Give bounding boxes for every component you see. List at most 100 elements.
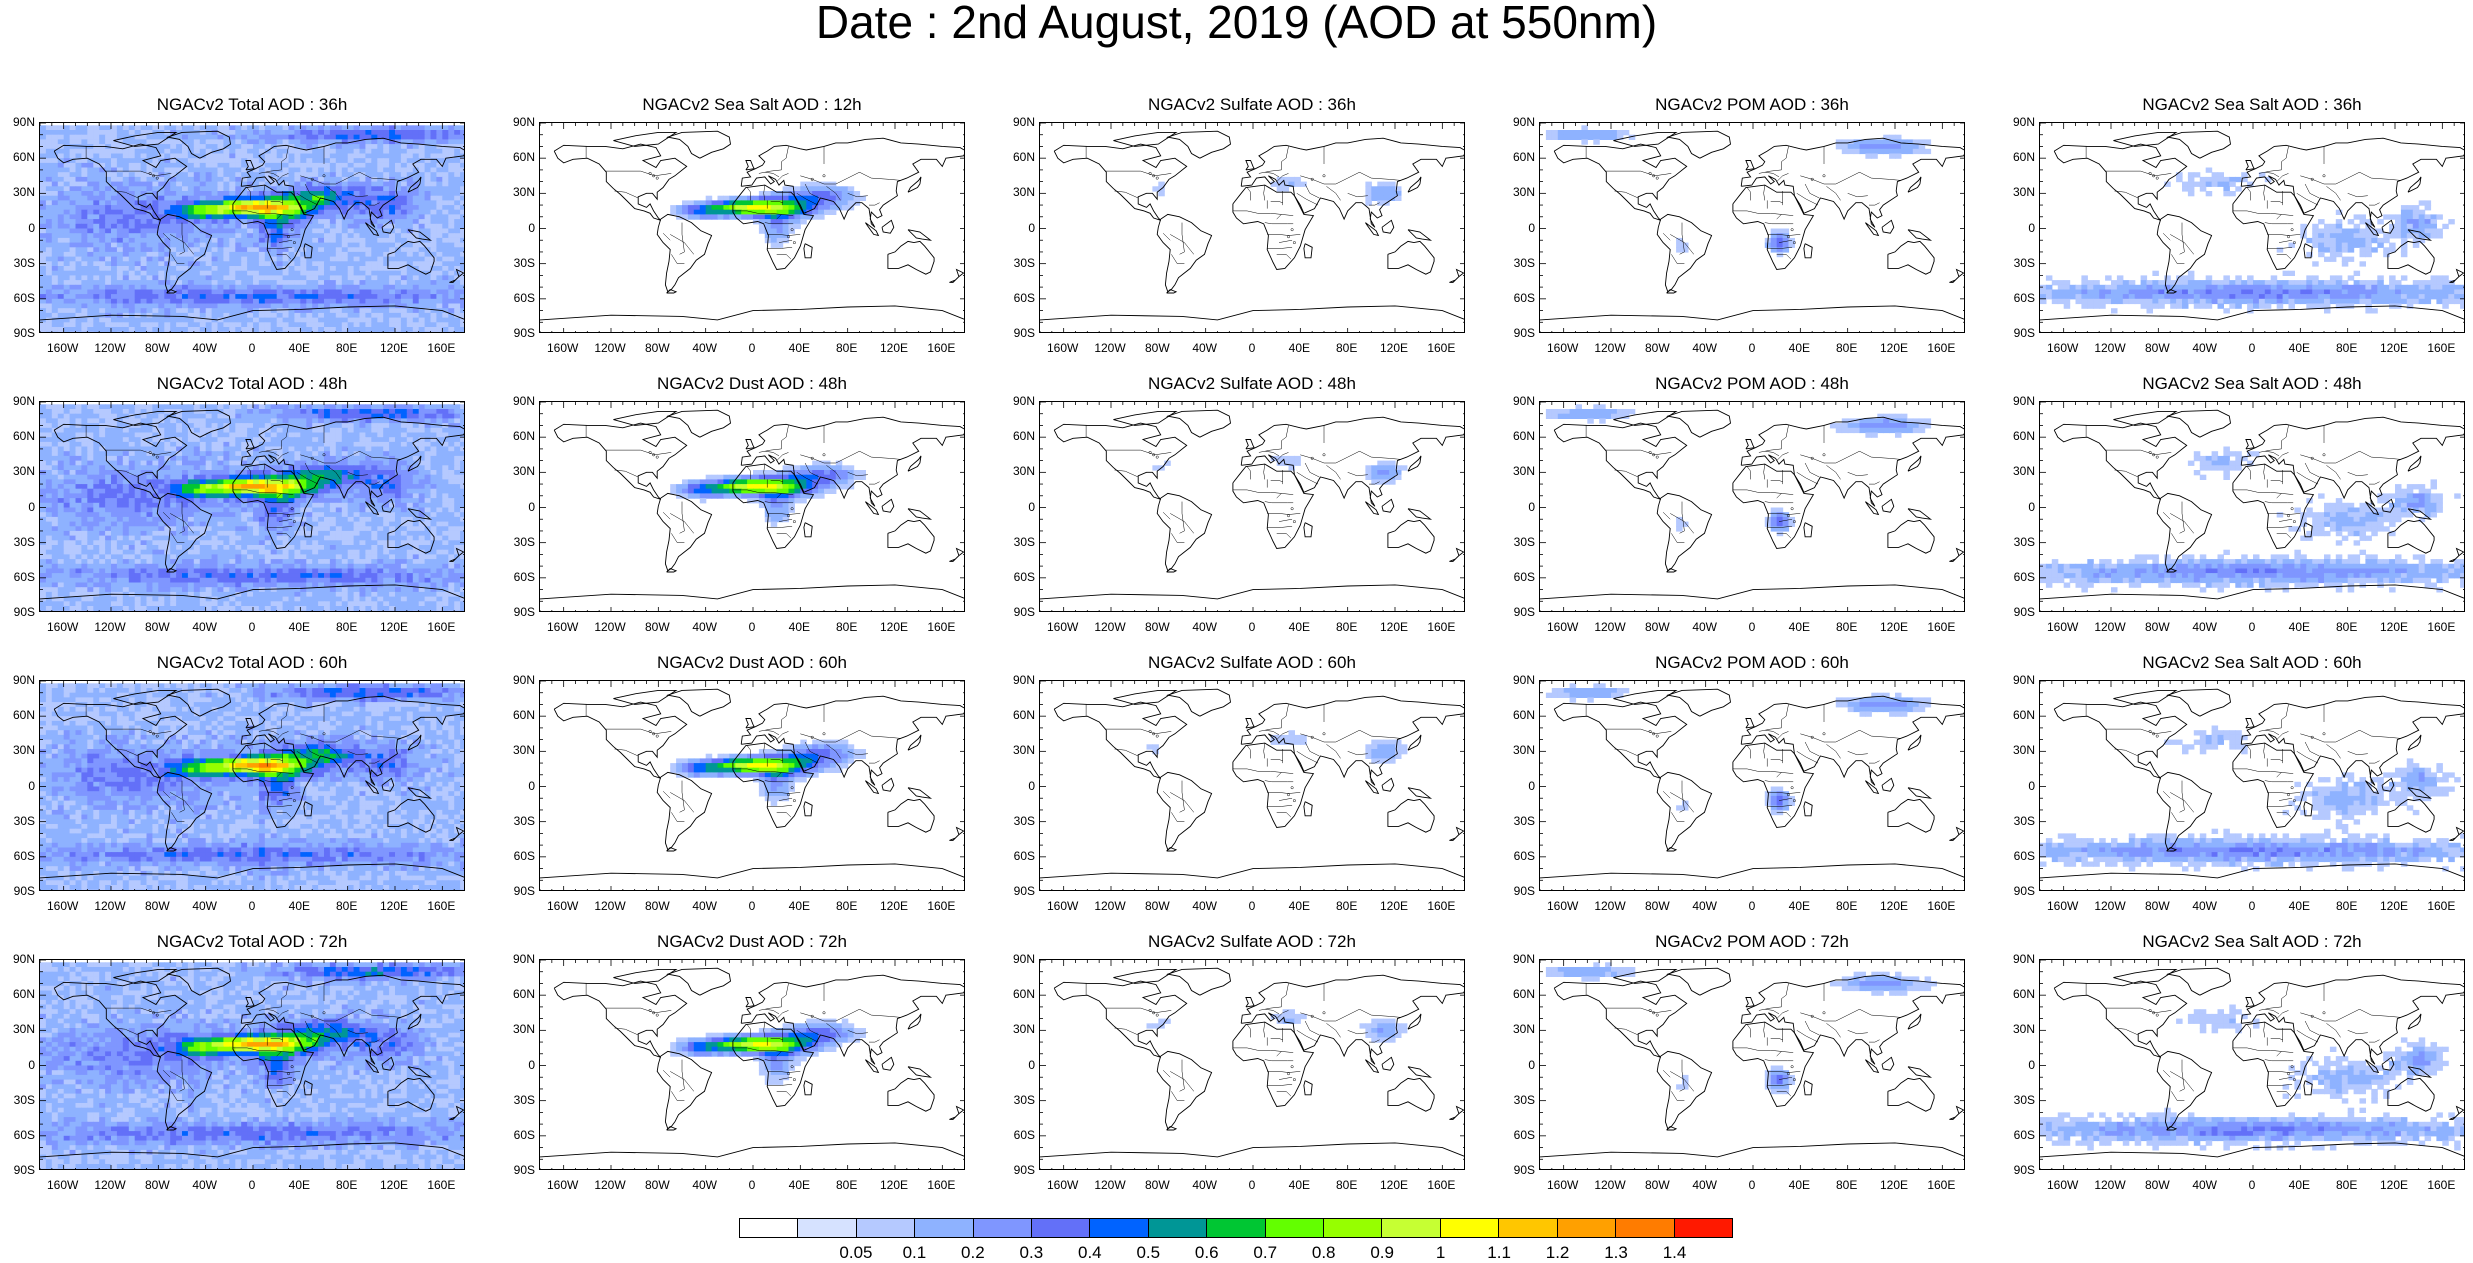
aod-cell <box>365 266 372 271</box>
aod-cell <box>99 219 106 224</box>
aod-cell <box>365 280 372 285</box>
aod-cell <box>40 233 47 238</box>
aod-cell <box>223 261 230 266</box>
aod-cell <box>194 233 201 238</box>
lon-label: 40W <box>1180 341 1230 355</box>
aod-cell <box>300 168 307 173</box>
aod-cell <box>218 322 225 327</box>
aod-cell <box>425 172 432 177</box>
aod-cell <box>1365 191 1372 196</box>
aod-cell <box>1581 125 1588 130</box>
aod-cell <box>354 414 361 419</box>
aod-cell <box>318 243 325 248</box>
aod-cell <box>425 149 432 154</box>
aod-cell <box>93 149 100 154</box>
aod-cell <box>294 177 301 182</box>
aod-cell <box>58 177 65 182</box>
aod-cell <box>354 294 361 299</box>
aod-cell <box>40 210 47 215</box>
aod-cell <box>2413 294 2420 299</box>
aod-cell <box>147 414 154 419</box>
aod-cell <box>454 177 461 182</box>
aod-cell <box>436 229 443 234</box>
aod-cell <box>436 139 443 144</box>
aod-cell <box>87 139 94 144</box>
aod-cell <box>729 196 736 201</box>
aod-cell <box>2300 294 2307 299</box>
aod-cell <box>129 404 136 409</box>
aod-cell <box>300 163 307 168</box>
aod-cell <box>283 313 290 318</box>
aod-cell <box>2306 299 2313 304</box>
aod-cell <box>348 158 355 163</box>
aod-cell <box>383 139 390 144</box>
aod-cell <box>253 418 260 423</box>
aod-cell <box>413 414 420 419</box>
aod-cell <box>46 168 53 173</box>
aod-cell <box>200 261 207 266</box>
aod-cell <box>360 322 367 327</box>
aod-cell <box>164 423 171 428</box>
aod-cell <box>419 219 426 224</box>
aod-cell <box>442 418 449 423</box>
aod-cell <box>2223 294 2230 299</box>
aod-cell <box>2425 219 2432 224</box>
aod-cell <box>52 158 59 163</box>
aod-cell <box>389 290 396 295</box>
aod-cell <box>401 172 408 177</box>
coastline <box>1733 185 1814 269</box>
aod-cell <box>247 200 254 205</box>
aod-cell <box>111 168 118 173</box>
aod-cell <box>271 252 278 257</box>
aod-cell <box>176 224 183 229</box>
aod-cell <box>2081 304 2088 309</box>
aod-cell <box>436 233 443 238</box>
aod-cell <box>454 205 461 210</box>
aod-cell <box>129 172 136 177</box>
aod-cell <box>306 275 313 280</box>
aod-cell <box>454 318 461 323</box>
aod-cell <box>283 271 290 276</box>
aod-cell <box>70 154 77 159</box>
aod-cell <box>419 135 426 140</box>
aod-cell <box>436 257 443 262</box>
aod-cell <box>212 219 219 224</box>
aod-cell <box>40 182 47 187</box>
aod-cell <box>212 158 219 163</box>
aod-cell <box>312 243 319 248</box>
aod-cell <box>318 177 325 182</box>
aod-cell <box>117 290 124 295</box>
aod-cell <box>431 322 438 327</box>
aod-cell <box>294 172 301 177</box>
aod-cell <box>294 266 301 271</box>
aod-cell <box>76 290 83 295</box>
aod-cell <box>2419 210 2426 215</box>
aod-cell <box>235 247 242 252</box>
aod-cell <box>200 308 207 313</box>
aod-cell <box>442 257 449 262</box>
aod-cell <box>2123 285 2130 290</box>
aod-cell <box>2070 294 2077 299</box>
aod-cell <box>64 313 70 318</box>
aod-cell <box>365 332 372 333</box>
aod-cell <box>70 428 77 433</box>
aod-cell <box>413 318 420 323</box>
aod-cell <box>81 428 88 433</box>
aod-cell <box>336 418 343 423</box>
aod-cell <box>81 257 88 262</box>
aod-cell <box>436 196 443 201</box>
aod-cell <box>117 294 124 299</box>
aod-cell <box>401 299 408 304</box>
aod-cell <box>383 210 390 215</box>
aod-cell <box>2058 280 2065 285</box>
aod-cell <box>123 318 130 323</box>
aod-cell <box>218 418 225 423</box>
aod-cell <box>413 271 420 276</box>
country-border <box>2233 211 2293 216</box>
aod-cell <box>312 191 319 196</box>
aod-cell <box>152 243 159 248</box>
aod-cell <box>2342 243 2349 248</box>
aod-cell <box>135 177 142 182</box>
aod-cell <box>64 139 70 144</box>
aod-cell <box>401 404 408 409</box>
